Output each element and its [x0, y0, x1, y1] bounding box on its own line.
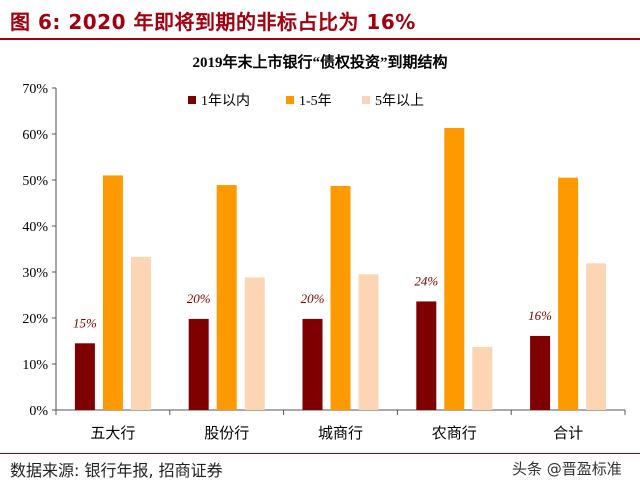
- legend-label: 1年以内: [201, 93, 250, 109]
- data-label: 24%: [414, 273, 438, 288]
- legend-swatch: [362, 96, 370, 104]
- legend-label: 1-5年: [299, 93, 332, 109]
- bar: [530, 335, 551, 410]
- y-tick-label: 60%: [22, 128, 48, 143]
- bar: [130, 256, 151, 410]
- bar: [416, 301, 437, 410]
- source-note: 数据来源: 银行年报, 招商证券: [10, 461, 223, 480]
- x-axis: 五大行 股份行 城商行 农商行 合计: [55, 409, 626, 442]
- bar-chart: 2019年末上市银行“债权投资”到期结构 0% 10% 20% 30% 40% 50% 60…: [22, 53, 626, 442]
- y-tick-label: 30%: [22, 266, 48, 281]
- y-axis: 0% 10% 20% 30% 40% 50% 60% 70%: [22, 82, 57, 419]
- watermark: 头条 @晋盈标准: [512, 460, 622, 478]
- y-tick-label: 70%: [22, 82, 48, 97]
- bar: [358, 274, 379, 410]
- bar: [444, 128, 465, 410]
- legend-label: 5年以上: [375, 93, 424, 109]
- bar: [188, 318, 209, 410]
- x-tick-label: 合计: [553, 425, 583, 442]
- data-labels-group: 15% 20% 20% 24% 16%: [73, 273, 552, 330]
- legend-swatch: [188, 96, 196, 104]
- bar: [216, 185, 237, 410]
- bar: [558, 177, 579, 410]
- header-divider: [0, 38, 640, 40]
- data-label: 16%: [528, 308, 552, 323]
- bar: [330, 185, 351, 410]
- y-tick-label: 40%: [22, 220, 48, 235]
- bars-group: [74, 128, 607, 410]
- figure-title: 图 6: 2020 年即将到期的非标占比为 16%: [10, 10, 416, 34]
- y-tick-label: 20%: [22, 312, 48, 327]
- legend-swatch: [286, 96, 294, 104]
- bar: [244, 277, 265, 410]
- bar: [102, 175, 123, 410]
- x-tick-label: 城商行: [318, 425, 363, 442]
- y-tick-label: 0%: [29, 404, 48, 419]
- footer-divider: [0, 453, 640, 454]
- data-label: 15%: [73, 315, 97, 330]
- chart-title: 2019年末上市银行“债权投资”到期结构: [192, 53, 447, 71]
- figure-header: 图 6: 2020 年即将到期的非标占比为 16%: [0, 0, 640, 40]
- bar: [472, 346, 493, 410]
- x-tick-label: 股份行: [204, 425, 249, 442]
- bar: [74, 343, 95, 410]
- legend: 1年以内 1-5年 5年以上: [188, 93, 424, 109]
- data-label: 20%: [301, 291, 325, 306]
- x-tick-label: 农商行: [432, 425, 477, 442]
- data-label: 20%: [187, 291, 211, 306]
- bar: [302, 318, 323, 410]
- y-tick-label: 50%: [22, 174, 48, 189]
- x-tick-label: 五大行: [90, 425, 135, 442]
- y-tick-label: 10%: [22, 358, 48, 373]
- bar: [586, 263, 607, 410]
